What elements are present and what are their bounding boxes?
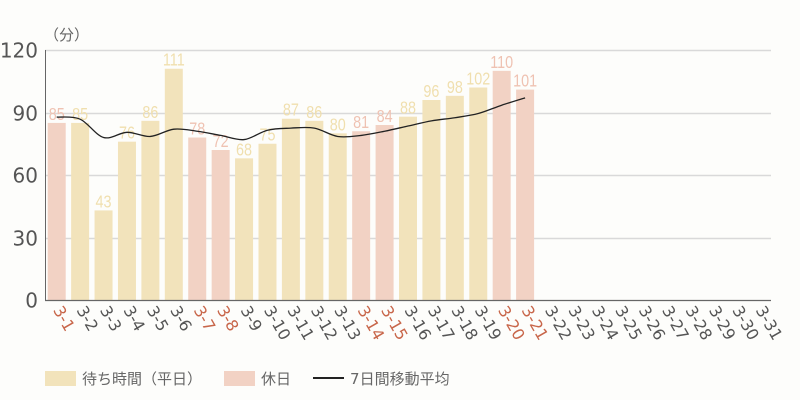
holiday-bar xyxy=(188,137,207,300)
weekday-bar xyxy=(258,143,277,300)
weekday-bar xyxy=(164,68,183,300)
weekday-swatch xyxy=(45,370,76,386)
weekday-bar xyxy=(141,120,160,300)
bar-value-label: 88 xyxy=(400,98,416,118)
holiday-swatch xyxy=(224,370,256,386)
holiday-bar xyxy=(211,150,230,300)
bar-value-label: 80 xyxy=(330,115,346,135)
legend-label-moving-average: 7日間移動平均 xyxy=(350,369,450,388)
bar-value-label: 111 xyxy=(163,50,185,70)
y-tick-label: 90 xyxy=(13,102,38,126)
x-axis-tick-labels: 3-13-23-33-43-53-63-73-83-93-103-113-123… xyxy=(49,303,786,344)
holiday-bar xyxy=(492,70,511,300)
bar-value-label: 75 xyxy=(259,125,275,145)
weekday-bar xyxy=(328,133,347,300)
bar-value-label: 84 xyxy=(377,107,393,127)
bars xyxy=(47,68,535,301)
moving-average-swatch xyxy=(313,377,345,379)
legend: 待ち時間（平日） 休日 7日間移動平均 xyxy=(45,368,472,388)
weekday-bar xyxy=(305,120,324,300)
weekday-bar xyxy=(281,118,300,300)
weekday-bar xyxy=(117,141,136,300)
bar-value-label: 102 xyxy=(466,69,490,89)
bar-value-label: 101 xyxy=(513,71,537,91)
x-tick-label: 3-5 xyxy=(143,303,173,335)
legend-item-moving-average: 7日間移動平均 xyxy=(313,368,450,389)
weekday-bar xyxy=(469,87,488,300)
bar-value-label: 85 xyxy=(72,104,88,124)
bar-value-label: 78 xyxy=(189,119,205,139)
y-tick-label: 0 xyxy=(25,289,38,313)
x-tick-label: 3-9 xyxy=(237,303,267,335)
x-tick-label: 3-1 xyxy=(49,303,79,335)
x-tick-label: 3-8 xyxy=(213,303,243,335)
weekday-bar xyxy=(71,122,90,301)
y-tick-label: 30 xyxy=(13,227,38,251)
bar-value-label: 68 xyxy=(236,140,252,160)
x-tick-label: 3-6 xyxy=(166,303,196,335)
bar-value-label: 43 xyxy=(96,192,112,212)
weekday-bar xyxy=(399,116,417,301)
y-tick-label: 120 xyxy=(0,39,38,63)
legend-item-weekday: 待ち時間（平日） xyxy=(45,368,202,389)
x-tick-label: 3-7 xyxy=(190,303,220,335)
holiday-bar xyxy=(375,125,394,300)
holiday-bar xyxy=(516,89,535,300)
bar-value-label: 87 xyxy=(283,100,299,120)
holiday-bar xyxy=(352,131,371,300)
holiday-bar xyxy=(47,122,66,301)
bar-value-label: 85 xyxy=(49,104,65,124)
bar-value-label: 86 xyxy=(142,102,158,122)
bar-value-label: 98 xyxy=(447,77,463,97)
weekday-bar xyxy=(94,210,113,300)
y-axis-unit-label: （分） xyxy=(44,26,89,44)
legend-item-holiday: 休日 xyxy=(224,368,291,389)
legend-label-holiday: 休日 xyxy=(261,369,292,388)
bar-value-label: 110 xyxy=(490,52,513,72)
x-tick-label: 3-2 xyxy=(73,303,103,335)
y-axis-ticks: 0 30 60 90 120 xyxy=(0,39,38,313)
bar-value-label: 76 xyxy=(119,123,135,143)
moving-average-line xyxy=(56,97,526,141)
legend-label-weekday: 待ち時間（平日） xyxy=(82,369,203,388)
bar-value-label: 96 xyxy=(423,82,439,102)
weekday-bar xyxy=(235,158,254,300)
x-tick-label: 3-4 xyxy=(120,303,150,335)
weekday-bar xyxy=(422,100,441,300)
y-tick-label: 60 xyxy=(13,164,38,188)
weekday-bar xyxy=(445,95,464,300)
bar-value-label: 86 xyxy=(306,102,322,122)
bar-value-label: 81 xyxy=(353,113,369,133)
x-tick-label: 3-3 xyxy=(96,303,126,335)
